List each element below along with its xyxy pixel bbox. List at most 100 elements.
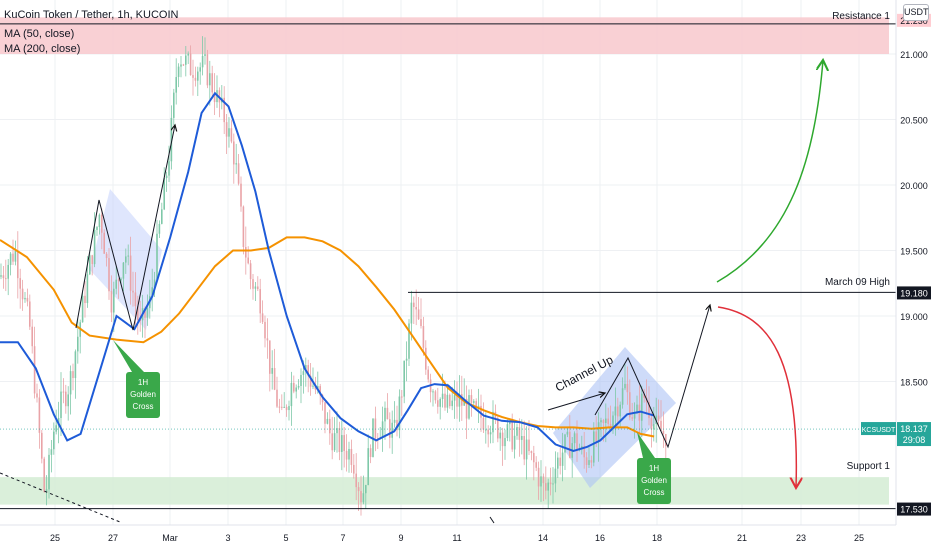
candle-body [165, 175, 168, 179]
price-label-support-bg [897, 502, 931, 516]
candle-body [535, 462, 537, 468]
candle-body [417, 309, 420, 320]
price-label-support-text: 17.530 [900, 505, 928, 515]
candle-body [612, 415, 614, 427]
candle-body [561, 452, 564, 466]
candle-body [360, 491, 362, 503]
candle-body [468, 395, 470, 419]
x-tick-label: 7 [340, 533, 345, 543]
candle-body [617, 406, 619, 417]
candle-body [602, 420, 605, 423]
candle-body [626, 383, 629, 393]
candle-body [65, 391, 67, 407]
zigzag-right [594, 305, 710, 449]
resistance-label: Resistance 1 [832, 11, 890, 22]
candle-body [393, 419, 396, 423]
candle-body [307, 365, 309, 376]
callout-text: Golden [641, 476, 667, 485]
candle-body [185, 55, 187, 65]
candle-body [41, 432, 43, 459]
candle-body [513, 435, 516, 450]
candle-body [134, 292, 137, 307]
candle-body [521, 436, 523, 440]
candle-body [437, 400, 439, 407]
y-tick-label: 20.000 [900, 181, 928, 191]
candle-body [384, 407, 386, 422]
candle-body [341, 435, 343, 452]
candle-body [278, 406, 281, 408]
candle-body [300, 374, 302, 387]
candle-body [158, 223, 161, 234]
candle-body [324, 402, 326, 424]
candle-body [504, 438, 506, 447]
candle-body [209, 73, 211, 86]
candle-body [161, 209, 163, 224]
candle-body [413, 302, 415, 308]
candle-body [348, 448, 350, 460]
candle-body [62, 391, 65, 393]
candle-body [549, 482, 552, 485]
candle-body [441, 393, 444, 400]
candle-body [163, 178, 165, 210]
candle-body [329, 418, 331, 434]
candle-body [252, 279, 254, 289]
candle-body [14, 250, 17, 262]
candle-body [108, 258, 110, 292]
candle-body [288, 406, 290, 411]
candle-body [653, 424, 655, 430]
candle-body [660, 420, 662, 432]
price-label-march-high-bg [897, 286, 931, 300]
candle-body [153, 279, 156, 288]
candle-body [201, 55, 204, 68]
candle-body [487, 429, 489, 435]
candle-body [396, 419, 398, 431]
candle-body [271, 368, 273, 374]
ma50-legend[interactable]: MA (50, close) [4, 28, 75, 40]
candle-body [101, 214, 103, 233]
resistance-zone [0, 17, 889, 54]
callout-text: Cross [644, 488, 665, 497]
candle-body [38, 397, 41, 433]
countdown-text: 29:08 [903, 435, 926, 445]
candle-body [415, 307, 417, 310]
candle-body [650, 418, 653, 430]
candle-body [408, 323, 410, 359]
x-tick-label: 11 [452, 533, 461, 543]
candle-body [204, 54, 206, 56]
currency-button[interactable]: USDT [903, 4, 929, 21]
candle-body [420, 319, 422, 327]
candle-body [96, 227, 98, 230]
candle-body [624, 383, 626, 389]
candle-body [528, 439, 530, 452]
candle-body [362, 493, 365, 503]
candle-body [69, 371, 72, 395]
candle-body [182, 64, 185, 66]
candle-body [446, 394, 449, 408]
candle-body [609, 423, 612, 427]
candle-body [475, 401, 477, 407]
candle-body [254, 286, 257, 289]
callout-box [126, 372, 160, 418]
candle-body [499, 432, 501, 439]
candle-body [175, 77, 177, 93]
candle-body [91, 255, 93, 265]
ma200-legend[interactable]: MA (200, close) [4, 43, 81, 55]
channel-up-arrow [547, 393, 605, 411]
candles [0, 36, 667, 516]
candle-body [585, 457, 588, 465]
candle-body [177, 66, 180, 78]
candle-body [367, 448, 369, 486]
candle-body [168, 161, 170, 176]
candle-body [552, 483, 554, 485]
candle-body [180, 64, 182, 67]
candle-body [302, 371, 305, 375]
candle-body [434, 391, 437, 401]
candle-body [540, 476, 542, 487]
candle-body [74, 351, 77, 379]
candle-body [103, 232, 105, 254]
candle-body [9, 253, 12, 265]
x-tick-label: 27 [108, 533, 118, 543]
